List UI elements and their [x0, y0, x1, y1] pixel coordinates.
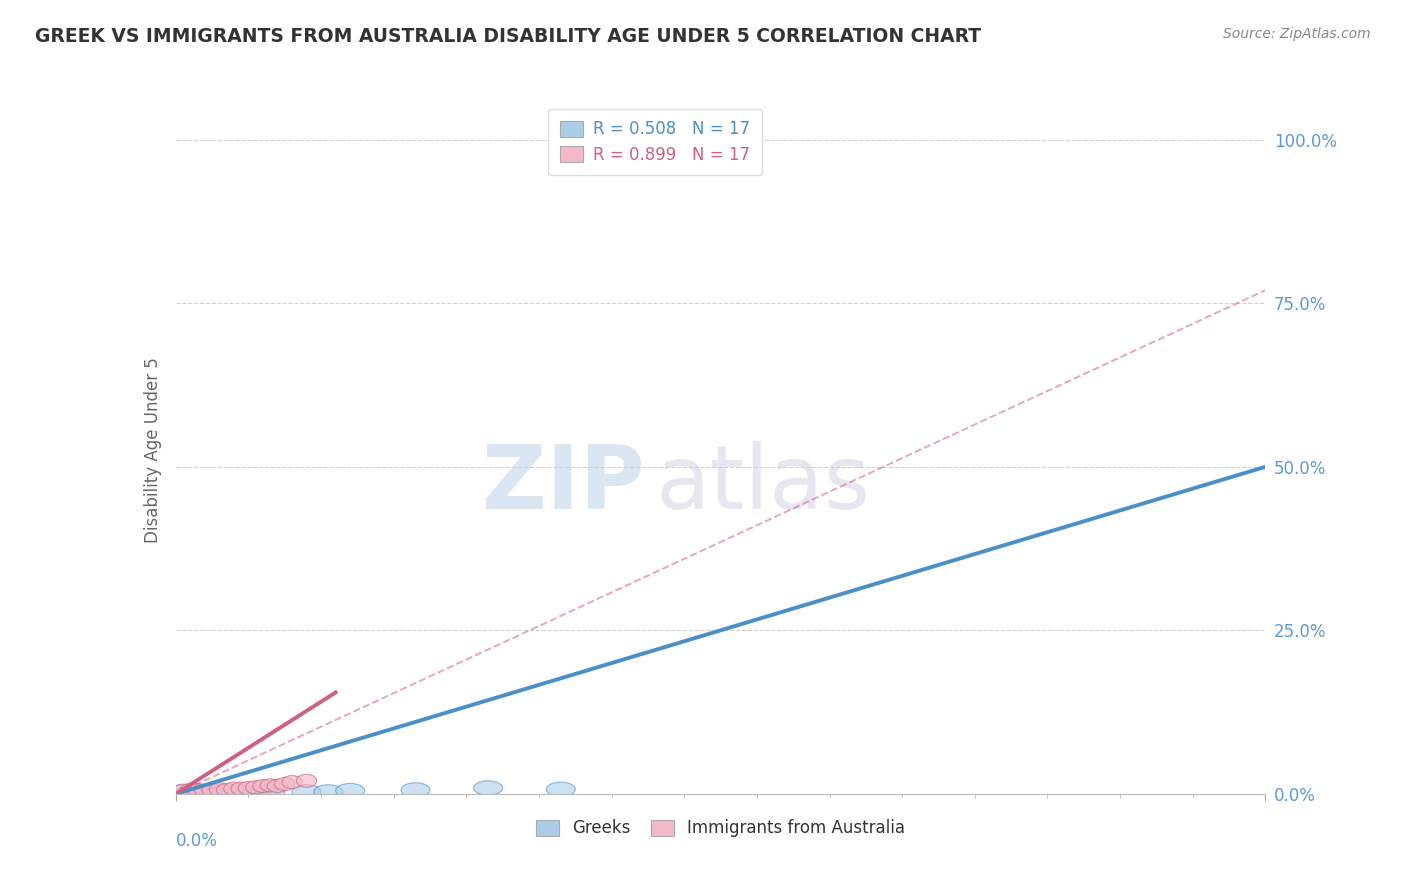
Ellipse shape	[292, 785, 321, 799]
Ellipse shape	[297, 774, 316, 788]
Ellipse shape	[197, 785, 226, 800]
Ellipse shape	[253, 780, 273, 793]
Legend: Greeks, Immigrants from Australia: Greeks, Immigrants from Australia	[526, 809, 915, 847]
Ellipse shape	[176, 785, 205, 800]
Ellipse shape	[274, 778, 295, 790]
Ellipse shape	[231, 782, 252, 795]
Ellipse shape	[187, 783, 208, 797]
Ellipse shape	[242, 785, 270, 800]
Ellipse shape	[246, 780, 266, 794]
Ellipse shape	[224, 782, 245, 795]
Ellipse shape	[169, 785, 197, 799]
Ellipse shape	[474, 780, 503, 795]
Ellipse shape	[190, 785, 219, 800]
Ellipse shape	[682, 157, 716, 175]
Ellipse shape	[260, 779, 280, 792]
Ellipse shape	[180, 783, 201, 797]
Text: ZIP: ZIP	[481, 442, 644, 528]
Ellipse shape	[173, 784, 193, 797]
Ellipse shape	[401, 783, 430, 797]
Ellipse shape	[336, 783, 364, 797]
Text: 0.0%: 0.0%	[176, 831, 218, 850]
Ellipse shape	[314, 785, 343, 799]
Ellipse shape	[217, 783, 236, 797]
Ellipse shape	[226, 785, 256, 800]
Ellipse shape	[281, 775, 302, 789]
Ellipse shape	[238, 781, 259, 795]
Ellipse shape	[249, 785, 277, 799]
Ellipse shape	[183, 785, 212, 799]
Text: atlas: atlas	[655, 442, 870, 528]
Text: GREEK VS IMMIGRANTS FROM AUSTRALIA DISABILITY AGE UNDER 5 CORRELATION CHART: GREEK VS IMMIGRANTS FROM AUSTRALIA DISAB…	[35, 27, 981, 45]
Ellipse shape	[194, 784, 215, 797]
Ellipse shape	[202, 783, 222, 797]
Ellipse shape	[209, 783, 229, 796]
Y-axis label: Disability Age Under 5: Disability Age Under 5	[143, 358, 162, 543]
Ellipse shape	[267, 780, 288, 793]
Ellipse shape	[546, 782, 575, 797]
Text: Source: ZipAtlas.com: Source: ZipAtlas.com	[1223, 27, 1371, 41]
Ellipse shape	[256, 785, 284, 800]
Ellipse shape	[212, 785, 242, 800]
